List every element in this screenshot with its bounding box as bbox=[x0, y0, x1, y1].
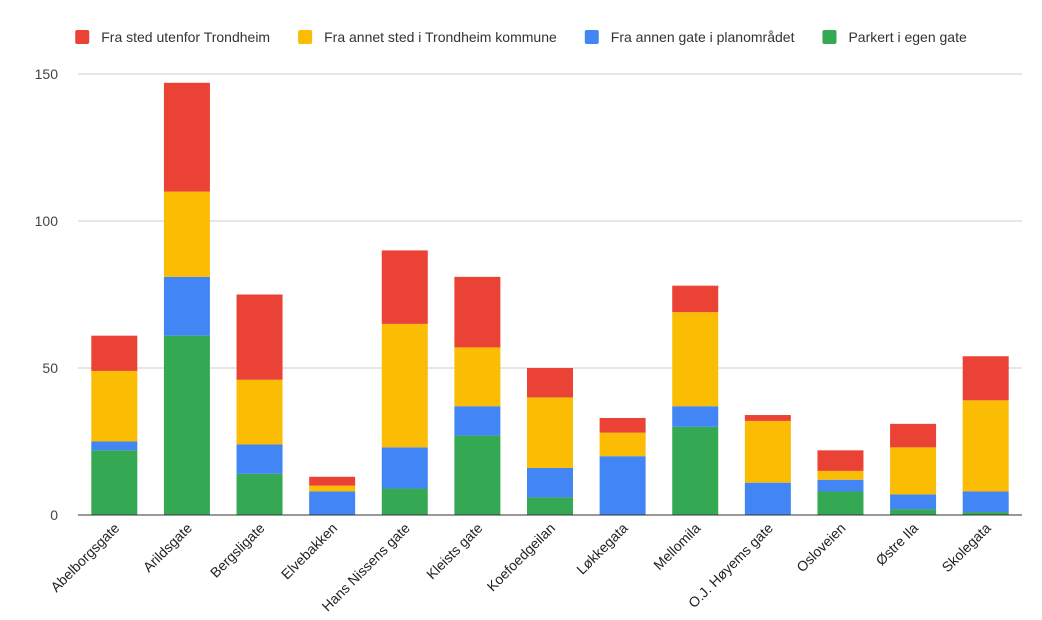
x-tick-label: Koefoedgeilan bbox=[483, 520, 558, 595]
legend-item: Fra annet sted i Trondheim kommune bbox=[298, 29, 557, 45]
bar-segment bbox=[381, 250, 428, 324]
bar-segment bbox=[163, 335, 210, 515]
bar-segment bbox=[236, 444, 283, 474]
bar-segment bbox=[381, 488, 428, 515]
x-tick-label: Bergsligate bbox=[207, 520, 268, 581]
bar-segment bbox=[163, 276, 210, 336]
bar-segment bbox=[91, 370, 138, 442]
y-axis-ticks: 0 50 100 150 bbox=[35, 66, 59, 523]
x-tick-label: Elvebakken bbox=[278, 520, 341, 583]
bar-segment bbox=[309, 476, 356, 486]
bar-segment bbox=[527, 467, 573, 498]
bar-segment bbox=[236, 473, 283, 515]
bar-segment bbox=[890, 423, 937, 448]
bar-segment bbox=[890, 509, 937, 515]
legend: Fra sted utenfor Trondheim Fra annet sted… bbox=[75, 29, 967, 45]
bar-segment bbox=[91, 450, 138, 515]
x-tick-label: Løkkegata bbox=[573, 520, 631, 578]
x-tick-label: Mellomila bbox=[650, 520, 703, 573]
bar-segment bbox=[454, 347, 501, 407]
x-tick-label: Arildsgate bbox=[140, 520, 195, 575]
legend-item: Fra sted utenfor Trondheim bbox=[75, 29, 270, 45]
y-tick-label: 100 bbox=[35, 213, 59, 229]
y-tick-label: 0 bbox=[50, 507, 58, 523]
bar-segment bbox=[381, 447, 428, 489]
legend-label: Fra annen gate i planområdet bbox=[611, 29, 795, 45]
bar-segment bbox=[527, 397, 573, 468]
legend-swatch bbox=[584, 30, 599, 44]
bar-segment bbox=[91, 441, 138, 451]
bars bbox=[91, 82, 1009, 515]
bar-segment bbox=[744, 420, 791, 483]
bar-segment bbox=[672, 285, 719, 313]
legend-item: Fra annen gate i planområdet bbox=[584, 29, 795, 45]
bar-segment bbox=[454, 435, 501, 515]
legend-swatch bbox=[75, 30, 90, 44]
bar-segment bbox=[962, 512, 1009, 515]
gridlines bbox=[78, 73, 1022, 369]
x-tick-label: Abelborgsgate bbox=[47, 520, 122, 595]
bar-segment bbox=[527, 368, 573, 398]
legend-label: Fra sted utenfor Trondheim bbox=[101, 29, 270, 45]
bar-segment bbox=[309, 485, 356, 492]
bar-segment bbox=[236, 379, 283, 445]
legend-item: Parkert i egen gate bbox=[822, 29, 967, 45]
bar-segment bbox=[163, 191, 210, 277]
bar-segment bbox=[962, 491, 1009, 513]
bar-segment bbox=[454, 276, 501, 348]
bar-segment bbox=[890, 447, 937, 495]
bar-segment bbox=[672, 426, 719, 515]
x-tick-label: Skolegata bbox=[938, 520, 993, 575]
bar-segment bbox=[672, 406, 719, 427]
bar-segment bbox=[744, 482, 791, 515]
legend-swatch bbox=[298, 30, 313, 44]
bar-segment bbox=[599, 417, 646, 433]
x-tick-label: Østre Ila bbox=[872, 520, 921, 569]
bar-segment bbox=[744, 415, 791, 421]
bar-segment bbox=[163, 82, 210, 192]
legend-label: Parkert i egen gate bbox=[848, 29, 967, 45]
bar-segment bbox=[962, 400, 1009, 492]
bar-segment bbox=[381, 323, 428, 448]
x-tick-label: Osloveien bbox=[793, 520, 848, 575]
bar-segment bbox=[599, 432, 646, 457]
bar-segment bbox=[817, 470, 864, 480]
bar-segment bbox=[236, 294, 283, 380]
y-tick-label: 50 bbox=[42, 360, 58, 376]
legend-swatch bbox=[822, 30, 837, 44]
legend-label: Fra annet sted i Trondheim kommune bbox=[324, 29, 557, 45]
bar-segment bbox=[672, 312, 719, 407]
bar-segment bbox=[817, 479, 864, 492]
bar-segment bbox=[962, 356, 1009, 401]
x-axis-ticks: Abelborgsgate Arildsgate Bergsligate Elveba… bbox=[47, 520, 994, 615]
bar-segment bbox=[91, 335, 138, 371]
bar-segment bbox=[817, 491, 864, 515]
bar-segment bbox=[527, 497, 573, 515]
bar-segment bbox=[454, 406, 501, 436]
bar-segment bbox=[817, 450, 864, 471]
x-tick-label: Kleists gate bbox=[423, 520, 486, 583]
bar-segment bbox=[599, 456, 646, 515]
bar-segment bbox=[890, 494, 937, 510]
bar-segment bbox=[309, 491, 356, 515]
y-tick-label: 150 bbox=[35, 66, 59, 82]
